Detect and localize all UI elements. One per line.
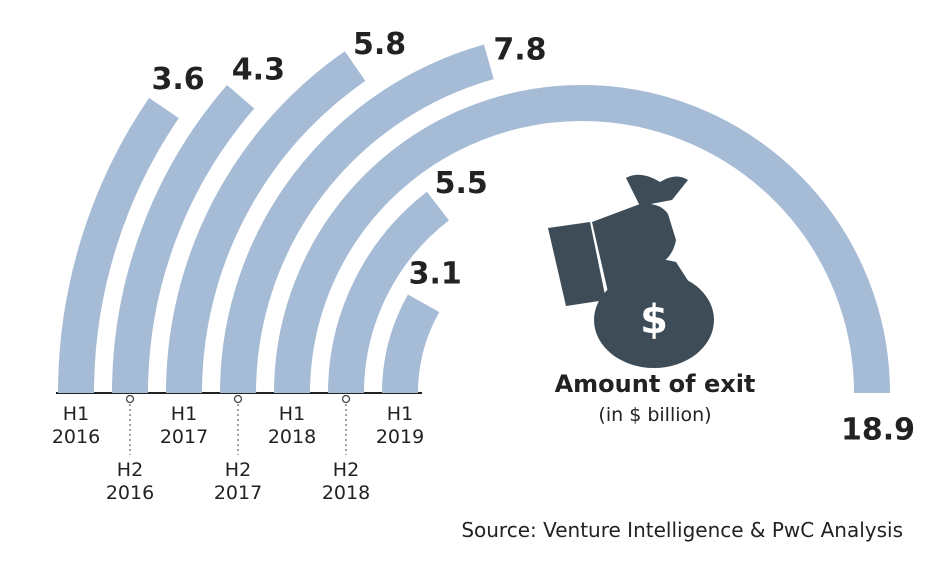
category-label: H2 2016: [105, 459, 155, 504]
category-label: H1 2016: [51, 403, 101, 448]
icon-symbol: $: [640, 297, 668, 343]
arc-bar: [382, 294, 440, 394]
value-label: 7.8: [493, 32, 546, 67]
category-label: H2 2017: [213, 459, 263, 504]
leader-dot: [125, 394, 135, 404]
chart-title: Amount of exit: [555, 370, 756, 398]
arc-bar: [112, 84, 255, 394]
leader-dot: [233, 394, 243, 404]
value-label: 18.9: [841, 413, 915, 448]
chart-subtitle: (in $ billion): [598, 404, 711, 426]
money-bag-icon: $: [548, 174, 714, 368]
value-label: 5.5: [435, 166, 488, 201]
arc-bar: [328, 191, 450, 394]
category-label: H1 2019: [375, 403, 425, 448]
arc-bar: [274, 85, 890, 394]
value-label: 3.1: [409, 256, 462, 291]
value-label: 3.6: [152, 62, 205, 97]
category-label: H2 2018: [321, 459, 371, 504]
source: Source: Venture Intelligence & PwC Analy…: [461, 518, 903, 542]
category-label: H1 2018: [267, 403, 317, 448]
arc-bar: [58, 97, 179, 394]
value-label: 5.8: [353, 27, 406, 62]
arc-bar: [220, 44, 494, 394]
leader-dot: [341, 394, 351, 404]
value-label: 4.3: [232, 53, 285, 88]
arc-bar: [166, 51, 366, 394]
category-label: H1 2017: [159, 403, 209, 448]
